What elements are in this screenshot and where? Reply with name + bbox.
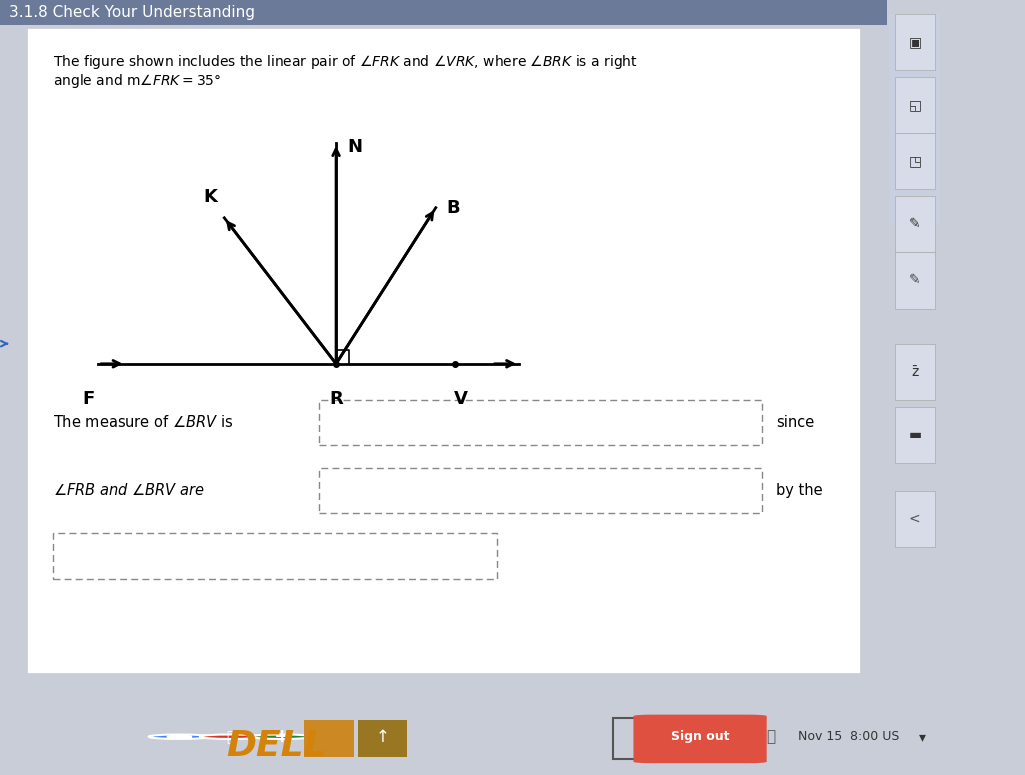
Circle shape: [200, 735, 261, 739]
Bar: [0, 0, 887, 25]
Text: The measure of $\angle BRV$ is: The measure of $\angle BRV$ is: [53, 414, 234, 430]
Text: 3.1.8 Check Your Understanding: 3.1.8 Check Your Understanding: [9, 5, 255, 20]
Bar: [358, 720, 407, 756]
Text: by the: by the: [776, 483, 822, 498]
Text: ↑: ↑: [375, 728, 390, 746]
Text: z̄: z̄: [911, 365, 918, 379]
Bar: [53, 533, 496, 579]
Text: Nov 15: Nov 15: [797, 730, 843, 743]
Text: $\angle FRB$ and $\angle BRV$ are: $\angle FRB$ and $\angle BRV$ are: [53, 482, 205, 498]
Bar: [895, 491, 935, 547]
Circle shape: [167, 735, 192, 738]
Text: <: <: [909, 512, 920, 526]
Bar: [895, 78, 935, 133]
Text: Sign out: Sign out: [670, 730, 730, 743]
Bar: [895, 343, 935, 400]
Text: R: R: [329, 390, 343, 408]
Text: since: since: [776, 415, 814, 430]
Text: ▾: ▾: [919, 730, 926, 744]
Text: V: V: [454, 390, 467, 408]
Text: DELL: DELL: [227, 728, 327, 763]
Text: ▣: ▣: [908, 35, 921, 49]
Text: ✎: ✎: [909, 218, 920, 232]
Circle shape: [251, 735, 313, 739]
Text: ◳: ◳: [908, 154, 921, 168]
Text: ▬: ▬: [908, 428, 921, 442]
Bar: [319, 468, 763, 513]
Bar: [890, 14, 940, 225]
Text: K: K: [203, 188, 217, 206]
Text: +: +: [274, 727, 290, 746]
Text: N: N: [347, 138, 362, 156]
Text: F: F: [83, 390, 95, 408]
Text: The figure shown includes the linear pair of $\angle FRK$ and $\angle VRK$, wher: The figure shown includes the linear pai…: [53, 53, 638, 71]
Bar: [319, 400, 763, 446]
Bar: [895, 196, 935, 253]
Bar: [304, 720, 354, 756]
Text: 8:00 US: 8:00 US: [850, 730, 899, 743]
Text: ✎: ✎: [909, 274, 920, 288]
Bar: [895, 14, 935, 71]
Circle shape: [149, 735, 210, 739]
FancyBboxPatch shape: [633, 715, 767, 763]
Text: 🐾: 🐾: [227, 730, 235, 744]
Bar: [895, 133, 935, 189]
Text: B: B: [447, 198, 460, 217]
Bar: [613, 718, 649, 759]
Text: 🖹: 🖹: [767, 729, 775, 744]
Text: ◱: ◱: [908, 98, 921, 112]
Text: angle and m$\angle FRK = 35°$: angle and m$\angle FRK = 35°$: [53, 72, 221, 90]
Bar: [895, 407, 935, 463]
Bar: [895, 253, 935, 308]
